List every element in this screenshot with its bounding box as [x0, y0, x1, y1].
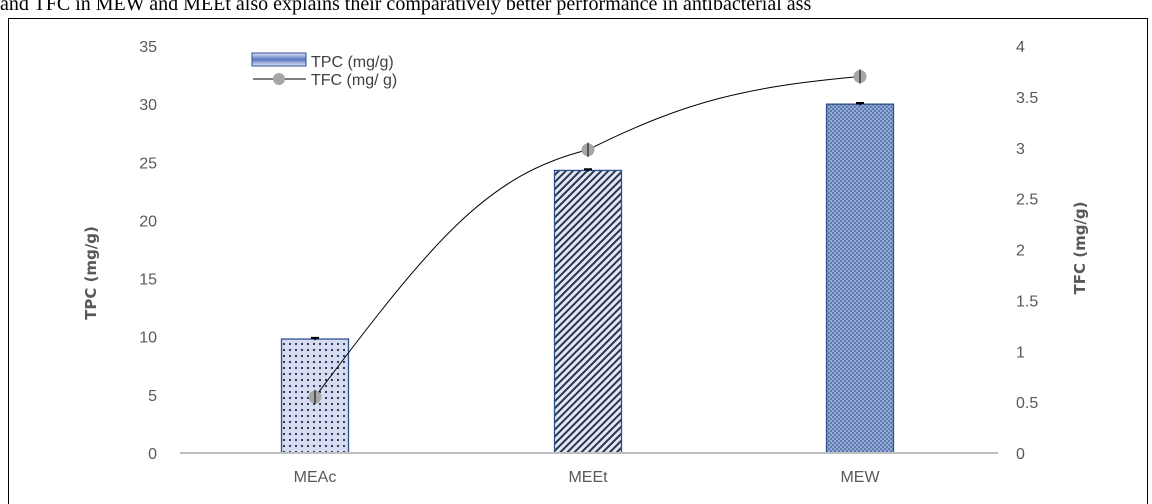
right-tick-label: 1 — [1016, 344, 1025, 361]
tpc-bar-mew — [825, 103, 895, 454]
preceding-text-line: and TFC in MEW and MEEt also explains th… — [0, 0, 812, 15]
legend-label-tfc: TFC (mg/ g) — [311, 72, 397, 89]
right-tick-label: 1.5 — [1016, 293, 1038, 310]
tfc-series-line — [314, 76, 861, 398]
left-axis-ticks: 0 5 10 15 20 25 30 35 — [139, 39, 157, 463]
right-tick-label: 3.5 — [1016, 90, 1038, 107]
right-tick-label: 3 — [1016, 141, 1025, 158]
x-tick-label: MEAc — [294, 469, 337, 486]
right-tick-label: 0.5 — [1016, 395, 1038, 412]
tfc-points — [308, 69, 867, 405]
legend-item-tpc: TPC (mg/g) — [251, 52, 394, 71]
legend-label-tpc: TPC (mg/g) — [311, 54, 394, 71]
tpc-bar-meet — [553, 169, 623, 454]
left-tick-label: 15 — [139, 272, 157, 289]
legend-marker-tfc — [273, 73, 285, 85]
tpc-error-bars — [311, 101, 864, 341]
left-tick-label: 30 — [139, 97, 157, 114]
x-axis-ticks: MEAc MEEt MEW — [294, 469, 881, 486]
left-axis-title: TPC (mg/g) — [82, 226, 100, 320]
right-tick-label: 2.5 — [1016, 192, 1038, 209]
left-tick-label: 35 — [139, 39, 157, 56]
right-tick-label: 4 — [1016, 39, 1025, 56]
right-axis-title: TFC (mg/g) — [1071, 201, 1089, 294]
right-tick-label: 0 — [1016, 446, 1025, 463]
chart-frame — [8, 18, 1148, 504]
legend-item-tfc: TFC (mg/ g) — [253, 72, 397, 89]
left-tick-label: 20 — [139, 213, 157, 230]
left-tick-label: 0 — [148, 446, 157, 463]
right-axis-ticks: 0 0.5 1 1.5 2 2.5 3 3.5 4 — [1016, 39, 1038, 463]
left-tick-label: 25 — [139, 155, 157, 172]
legend: TPC (mg/g) TFC (mg/ g) — [251, 52, 397, 89]
x-tick-label: MEEt — [568, 469, 608, 486]
legend-swatch-tpc — [251, 52, 307, 67]
left-tick-label: 10 — [139, 330, 157, 347]
left-tick-label: 5 — [148, 388, 157, 405]
right-tick-label: 2 — [1016, 243, 1025, 260]
x-tick-label: MEW — [840, 469, 880, 486]
